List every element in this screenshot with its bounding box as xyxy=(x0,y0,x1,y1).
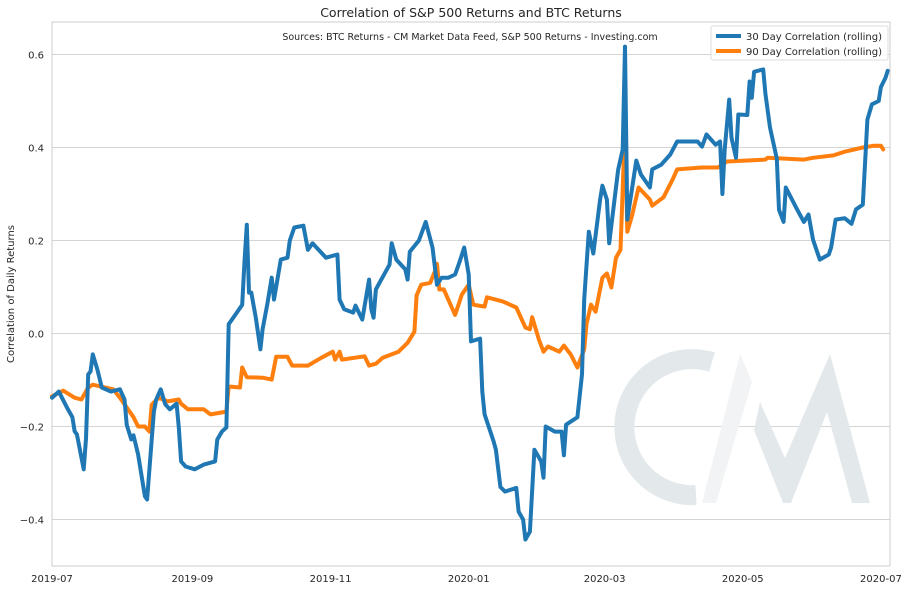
y-tick-label: −0.4 xyxy=(20,516,44,527)
x-tick-label: 2020-01 xyxy=(448,574,490,585)
y-axis-label: Correlation of Daily Returns xyxy=(6,225,17,363)
plot-frame xyxy=(51,21,891,567)
legend-label-90-day: 90 Day Correlation (rolling) xyxy=(746,47,882,58)
watermark-m-shape xyxy=(754,354,870,503)
y-tick-label: 0.0 xyxy=(28,330,44,341)
cm-watermark-logo xyxy=(614,349,870,506)
sources-annotation: Sources: BTC Returns - CM Market Data Fe… xyxy=(282,32,657,43)
legend: 30 Day Correlation (rolling) 90 Day Corr… xyxy=(710,25,889,61)
legend-box xyxy=(710,25,889,61)
x-tick-label: 2020-07 xyxy=(860,574,902,585)
x-tick-label: 2019-07 xyxy=(31,574,73,585)
series-lines xyxy=(50,44,890,542)
chart-title: Correlation of S&P 500 Returns and BTC R… xyxy=(320,5,622,20)
legend-label-30-day: 30 Day Correlation (rolling) xyxy=(746,32,882,43)
series-line-90-day xyxy=(50,122,886,434)
y-tick-label: 0.4 xyxy=(28,144,44,155)
x-axis-ticks: 2019-07 2019-09 2019-11 2020-01 2020-03 2020-… xyxy=(31,574,902,585)
x-tick-label: 2019-09 xyxy=(172,574,214,585)
y-tick-label: −0.2 xyxy=(20,423,44,434)
watermark-c-shape xyxy=(614,349,715,506)
watermark-slash-shape xyxy=(702,354,752,503)
x-tick-label: 2020-05 xyxy=(722,574,764,585)
x-tick-label: 2020-03 xyxy=(584,574,626,585)
y-tick-label: 0.2 xyxy=(28,237,44,248)
y-axis-ticks: 0.6 0.4 0.2 0.0 −0.2 −0.4 xyxy=(20,51,44,527)
x-tick-label: 2019-11 xyxy=(310,574,352,585)
series-line-30-day xyxy=(50,44,890,542)
y-tick-label: 0.6 xyxy=(28,51,44,62)
